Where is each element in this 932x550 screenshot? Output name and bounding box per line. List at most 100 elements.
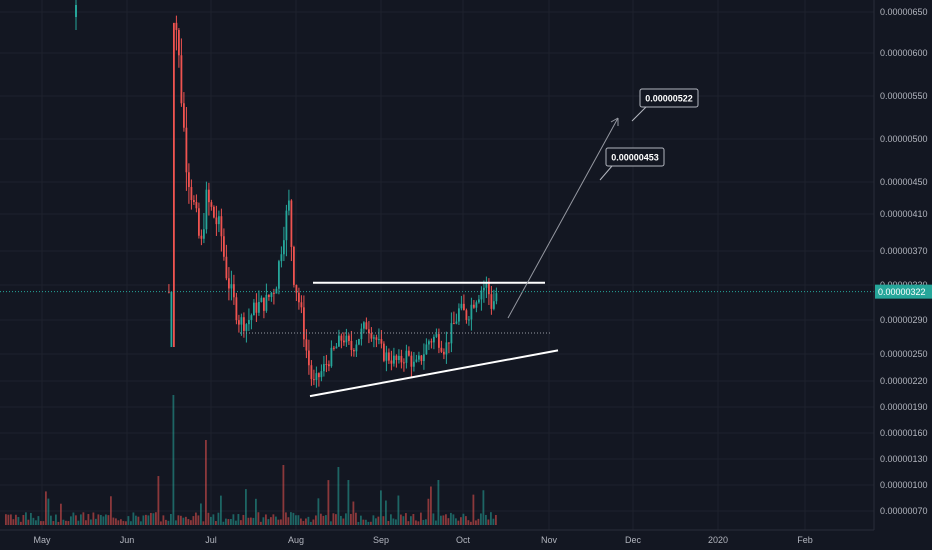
candle (205, 189, 208, 230)
candle (198, 208, 200, 236)
volume-bar (477, 518, 480, 525)
volume-bar (92, 512, 95, 525)
volume-bar (125, 521, 127, 525)
candle (398, 355, 400, 361)
candle (185, 127, 188, 173)
candle (315, 373, 318, 381)
candle (473, 304, 475, 308)
volume-bar (82, 512, 85, 525)
volume-bar (175, 520, 177, 525)
candle (418, 355, 420, 360)
candle (238, 320, 240, 325)
candle (365, 322, 368, 330)
volume-bar (487, 519, 490, 525)
candle (358, 339, 360, 345)
candle (425, 344, 428, 355)
volume-bar (187, 519, 190, 525)
candle (258, 301, 260, 313)
volume-bar (307, 516, 310, 525)
last-price-tag-bg (875, 284, 932, 299)
volume-bar (260, 521, 262, 525)
volume-bar (332, 513, 335, 525)
volume-bar (360, 515, 362, 525)
candle (340, 335, 343, 341)
candle (440, 347, 443, 352)
volume-bar (155, 512, 157, 525)
volume-bar (77, 520, 80, 525)
candle (173, 22, 175, 348)
volume-bar (280, 519, 282, 525)
volume-bar (470, 521, 472, 525)
target-callout-upper: 0.00000522 (631, 88, 699, 122)
candle (353, 349, 355, 352)
volume-bar (387, 520, 390, 525)
volume-bar (55, 514, 57, 525)
volume-bar (305, 518, 307, 525)
volume-bar (67, 521, 70, 525)
volume-bar (215, 521, 217, 525)
candle (180, 55, 183, 104)
volume-bar (495, 515, 497, 525)
volume-bar (25, 512, 27, 525)
volume-bar (395, 519, 397, 525)
volume-bar (372, 515, 375, 525)
grid (0, 0, 874, 530)
price-tick-label: 0.00000500 (880, 134, 928, 144)
volume-bar (392, 518, 395, 525)
volume-bar (375, 518, 377, 525)
candle (270, 292, 273, 297)
price-tick-label: 0.00000290 (880, 315, 928, 325)
candle (253, 302, 255, 316)
volume-bar (435, 520, 437, 525)
volume-bar (442, 515, 445, 525)
time-tick-label: Sep (373, 535, 389, 545)
volume-bar (282, 465, 285, 525)
candle (383, 343, 385, 361)
volume-bar (320, 513, 322, 525)
volume-bar (450, 512, 452, 525)
candle (495, 293, 498, 302)
volume-bar (245, 489, 247, 525)
price-tick-label: 0.00000250 (880, 349, 928, 359)
callout-label: 0.00000453 (611, 153, 659, 163)
volume-bar (120, 519, 122, 525)
candle (345, 335, 348, 343)
volume-bar (355, 512, 357, 525)
candle (223, 236, 225, 257)
candle (310, 365, 313, 380)
time-tick-label: May (33, 535, 51, 545)
candle (265, 294, 268, 311)
volume-bar (237, 514, 240, 525)
candle (188, 172, 190, 188)
candle (283, 240, 285, 255)
candles (75, 0, 498, 388)
time-tick-label: Jul (205, 535, 217, 545)
candle (203, 229, 205, 239)
callout-label: 0.00000522 (645, 94, 693, 104)
candle (193, 200, 195, 202)
drawings[interactable]: 0.00000522 0.00000453 (0, 88, 874, 398)
candle (385, 352, 388, 361)
volume-bar (247, 517, 250, 525)
volume-bar (197, 515, 200, 525)
candle (233, 284, 235, 298)
candle (393, 355, 395, 364)
candle (323, 364, 325, 372)
candle (463, 303, 465, 311)
volume-bar (287, 517, 290, 525)
candle (395, 355, 398, 361)
volume-bar (367, 521, 370, 525)
candle (430, 341, 433, 343)
price-tick-label: 0.00000550 (880, 91, 928, 101)
volume-bar (252, 517, 255, 525)
candle (170, 291, 173, 348)
time-axis[interactable]: May Jun Jul Aug Sep Oct Nov Dec 2020 Feb (33, 535, 812, 545)
volume-bar (210, 516, 212, 525)
candle (415, 359, 418, 362)
volume-bar (117, 520, 120, 525)
candle (250, 315, 253, 321)
price-tick-label: 0.00000160 (880, 428, 928, 438)
volume-bar (217, 512, 220, 525)
time-tick-label: Nov (541, 535, 558, 545)
